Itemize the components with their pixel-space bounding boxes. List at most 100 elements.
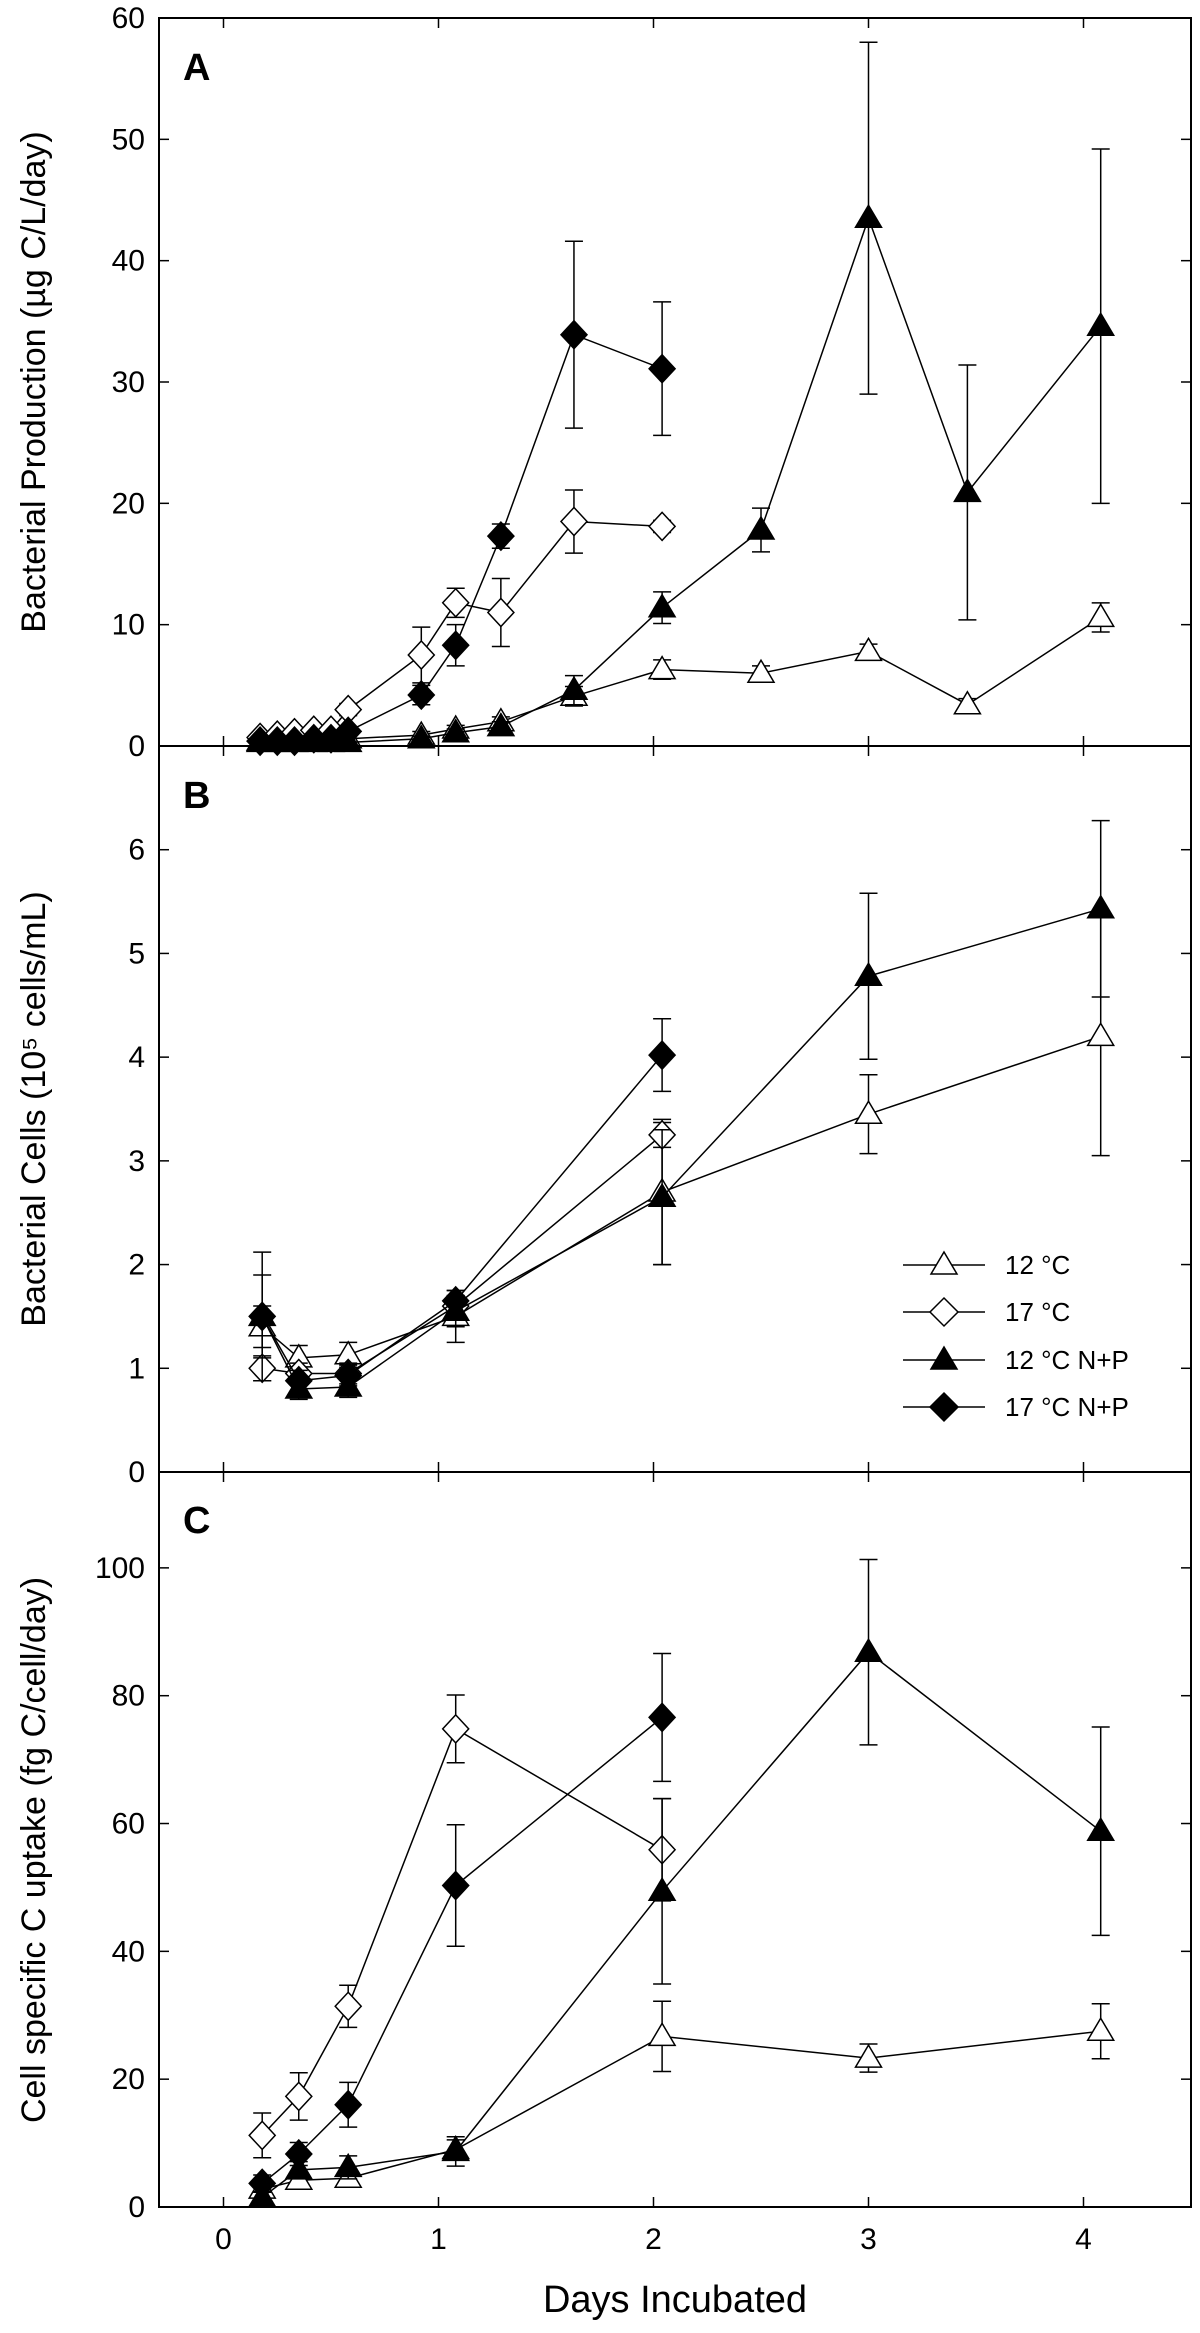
series-line-17-c-np [260,333,663,742]
y-tick-label: 20 [112,2063,145,2096]
panel-c-label: C [183,1500,210,1542]
series-line-17-c-np [261,1716,663,2184]
data-point [1086,1021,1116,1047]
legend-marker-filled-triangle [929,1345,959,1370]
panel-c-ylabel: Cell specific C uptake (fg C/cell/day) [15,1577,53,2123]
series-17-c [248,1694,677,2159]
panel-b-ylabel: Bacterial Cells (10⁵ cells/mL) [15,891,53,1326]
series-line-12-c-np [261,908,1101,1390]
data-point [406,724,436,749]
y-tick-label: 10 [112,609,145,642]
y-tick-label: 100 [95,1552,145,1585]
series-line-17-c-np [261,1054,663,1382]
data-point [648,353,677,384]
series-17-c-np [248,1652,677,2199]
series-12-c [247,2000,1116,2199]
data-point [854,203,883,228]
series-line-12-c [260,616,1102,742]
data-point [647,1876,677,1902]
data-point [441,1870,470,1901]
y-tick-label: 2 [128,1249,145,1282]
data-point [284,2138,313,2170]
legend-label: 17 °C N+P [1005,1392,1129,1422]
data-point [334,1360,363,1391]
series-line-12-c [262,2030,1101,2190]
data-point [441,2136,471,2162]
panel-a-ticks: 0 10 20 30 40 50 60 [112,2,1191,763]
data-point [854,636,883,662]
data-point [407,679,436,711]
y-tick-label: 40 [112,245,145,278]
series-line-17-c [261,1727,663,2136]
panel-a-series [245,41,1116,757]
data-point [284,2081,313,2112]
series-17-c-np [246,240,677,757]
panel-b: 0 1 2 3 4 5 6 B Bacterial Cells (10⁵ cells/mL)… [15,745,1192,1489]
data-point [248,1301,277,1332]
data-point [647,655,677,680]
data-point [334,1991,363,2022]
y-tick-label: 30 [112,366,145,399]
legend-entry-12c: 12 °C [903,1250,1070,1280]
y-tick-label: 60 [112,1808,145,1841]
legend-marker-filled-diamond [928,1391,960,1423]
data-point [746,515,776,540]
panel-b-ticks: 0 1 2 3 4 5 6 [128,746,1191,1489]
x-tick-label: 0 [215,2223,232,2256]
series-12-c [247,916,1116,1372]
data-point [441,587,470,618]
y-tick-label: 5 [128,937,145,970]
legend-label: 17 °C [1005,1297,1070,1327]
y-tick-label: 50 [112,123,145,156]
y-tick-label: 1 [128,1352,145,1385]
data-point [1086,1816,1116,1841]
x-axis-title: Days Incubated [543,2279,807,2321]
data-point [486,520,515,552]
data-point [441,718,471,743]
series-17-c [246,489,677,753]
y-tick-label: 0 [128,730,145,763]
data-point [1086,311,1116,336]
y-tick-label: 6 [128,834,145,867]
y-tick-label: 80 [112,1680,145,1713]
data-point [559,319,589,350]
data-point [854,1637,883,1662]
legend-entry-17c: 17 °C [903,1296,1070,1328]
data-point [854,2043,883,2068]
panel-c-series [247,1558,1116,2208]
data-point [648,1702,677,1733]
series-12-c-np [247,1558,1116,2208]
data-point [441,1285,470,1317]
data-point [1086,894,1116,919]
y-tick-label: 4 [128,1041,145,1074]
series-17-c [248,1119,677,1389]
legend-label: 12 °C N+P [1005,1345,1129,1375]
x-tick-label: 3 [860,2223,877,2256]
legend-label: 12 °C [1005,1250,1070,1280]
data-point [854,961,883,986]
y-tick-label: 3 [128,1145,145,1178]
x-tick-label: 2 [645,2223,662,2256]
data-point [953,477,982,503]
data-point [559,506,589,537]
legend-entry-12c-np: 12 °C N+P [903,1345,1129,1375]
series-12-c-np [245,41,1116,753]
series-17-c-np [248,1018,677,1396]
y-tick-label: 0 [128,2191,145,2224]
data-point [486,712,516,737]
series-line-12-c-np [260,215,1102,744]
panel-b-series [247,819,1116,1401]
data-point [248,2168,277,2199]
data-point [647,593,677,618]
data-point [333,2152,363,2178]
data-point [1086,602,1116,628]
panel-a-ylabel: Bacterial Production (µg C/L/day) [15,131,53,632]
x-tick-label: 1 [430,2223,447,2256]
series-line-12-c [261,1035,1101,1359]
y-tick-label: 20 [112,487,145,520]
data-point [1086,2016,1116,2041]
panel-b-label: B [183,775,210,817]
x-tick-label: 4 [1075,2223,1092,2256]
y-tick-label: 40 [112,1935,145,1968]
